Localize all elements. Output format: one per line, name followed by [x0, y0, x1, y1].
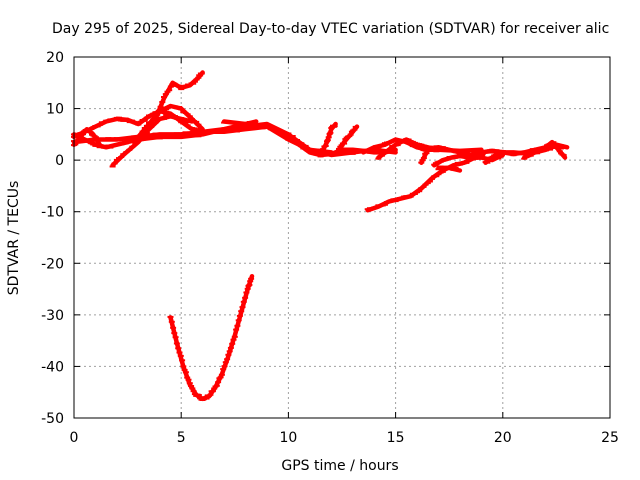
y-tick-label: 10 — [46, 102, 64, 118]
data-series — [71, 70, 570, 402]
y-tick-label: -30 — [41, 308, 64, 324]
series-track-16 — [435, 165, 463, 173]
series-track-7 — [167, 273, 255, 402]
y-tick-label: -10 — [41, 205, 64, 221]
chart-title: Day 295 of 2025, Sidereal Day-to-day VTE… — [52, 21, 609, 37]
y-tick-label: -50 — [41, 411, 64, 427]
x-tick-label: 20 — [494, 430, 512, 446]
y-tick-label: 0 — [55, 153, 64, 169]
x-tick-label: 10 — [279, 430, 297, 446]
x-tick-label: 25 — [601, 430, 619, 446]
series-track-18 — [521, 139, 568, 160]
axis-ticks: 0 5 10 15 20 25 -50 -40 -30 -20 -10 0 10 20 — [41, 50, 619, 446]
x-tick-label: 0 — [70, 430, 79, 446]
series-track-19 — [71, 126, 102, 147]
y-axis-label: SDTVAR / TECUs — [6, 181, 22, 296]
grid — [74, 57, 610, 418]
x-axis-label: GPS time / hours — [281, 458, 398, 474]
series-track-5 — [135, 103, 205, 140]
y-tick-label: -20 — [41, 256, 64, 272]
series-line — [168, 273, 255, 402]
y-tick-label: 20 — [46, 50, 64, 66]
y-tick-label: -40 — [41, 359, 64, 375]
series-track-13 — [364, 151, 486, 213]
x-tick-label: 15 — [387, 430, 405, 446]
x-tick-label: 5 — [177, 430, 186, 446]
series-track-10 — [334, 124, 360, 155]
plot-frame — [73, 56, 611, 419]
series-track-9 — [317, 121, 338, 158]
series-track-6 — [152, 70, 205, 122]
